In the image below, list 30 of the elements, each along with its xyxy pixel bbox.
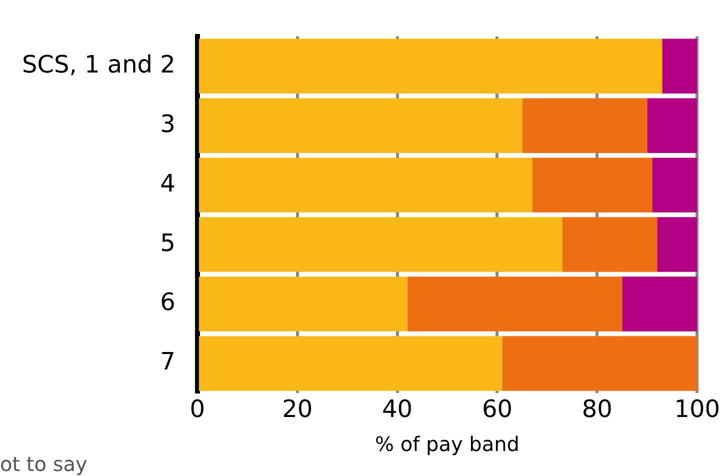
y-tick-label: 6 xyxy=(160,288,176,316)
y-tick-label: 3 xyxy=(160,110,176,138)
bar xyxy=(622,276,698,332)
bar xyxy=(522,98,648,153)
x-axis-title: % of pay band xyxy=(375,432,520,456)
bar xyxy=(647,98,698,153)
bar xyxy=(198,336,502,391)
y-tick-label: 4 xyxy=(160,169,176,198)
x-tick-label: 100 xyxy=(674,394,720,423)
bar xyxy=(198,38,662,94)
x-tick-label: 80 xyxy=(582,394,612,423)
bar xyxy=(562,217,658,272)
x-tick-label: 60 xyxy=(482,394,513,423)
y-tick-label: 5 xyxy=(160,228,176,257)
bar xyxy=(502,336,698,391)
y-tick-label: SCS, 1 and 2 xyxy=(22,50,176,78)
bar xyxy=(198,98,522,153)
bar xyxy=(662,38,698,94)
bar xyxy=(657,217,698,272)
x-tick-label: 20 xyxy=(282,394,313,423)
text: ot to say xyxy=(0,452,88,476)
bar xyxy=(532,158,652,212)
bar xyxy=(198,217,562,272)
bar xyxy=(407,276,622,332)
x-tick-label: 40 xyxy=(382,394,413,423)
bar xyxy=(198,276,408,332)
x-tick-label: 0 xyxy=(190,394,206,423)
y-tick-label: 7 xyxy=(160,348,176,376)
bar xyxy=(198,158,532,212)
bar xyxy=(652,158,698,212)
